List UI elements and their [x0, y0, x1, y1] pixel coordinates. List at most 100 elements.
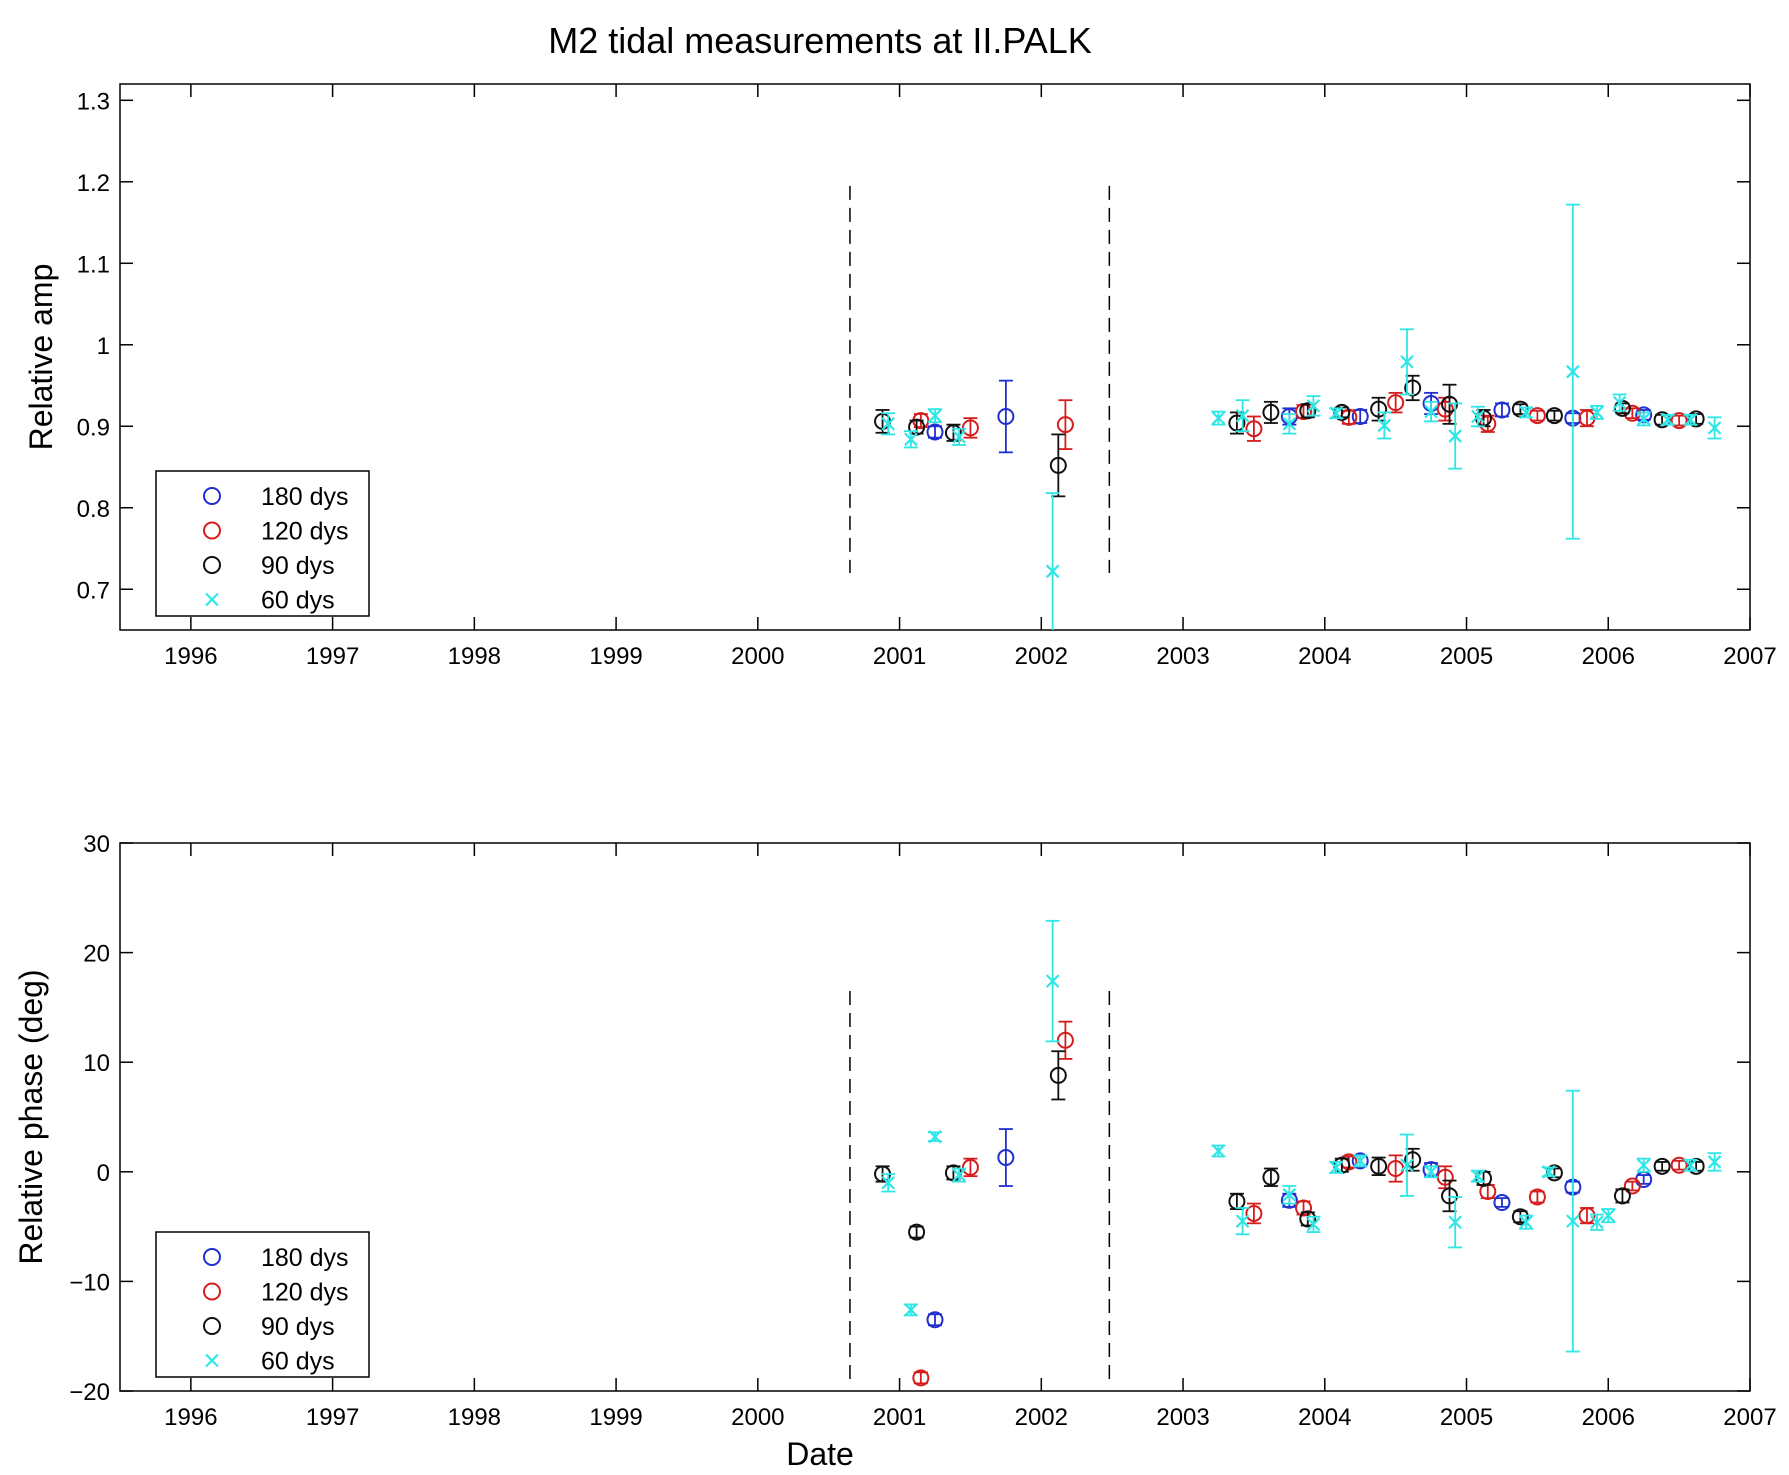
amp-point-circle	[944, 424, 962, 442]
amp-point-x	[928, 408, 942, 423]
phase-point-circle	[1578, 1207, 1596, 1225]
amp-point-x	[881, 417, 896, 431]
phase-point-circle	[1511, 1208, 1529, 1226]
phase-point-x	[1590, 1215, 1604, 1229]
amp-point-circle	[1653, 411, 1671, 429]
chart-title: M2 tidal measurements at II.PALK	[548, 20, 1092, 61]
amp-point-circle	[1545, 407, 1563, 425]
amp-x-tick-label: 2006	[1582, 643, 1635, 670]
amp-point-circle	[1493, 401, 1511, 419]
amp-point-circle	[1049, 456, 1067, 474]
phase-point-circle	[1351, 1152, 1369, 1170]
phase-point-circle	[1295, 1199, 1313, 1217]
phase-x-tick-label: 2007	[1723, 1404, 1776, 1431]
phase-point-x	[1329, 1160, 1343, 1175]
amp-y-tick-label: 1.3	[77, 88, 110, 115]
phase-point-circle	[1528, 1188, 1546, 1206]
phase-point-circle	[1245, 1204, 1263, 1222]
amp-point-circle	[1370, 400, 1388, 418]
phase-y-tick-label: 30	[83, 831, 110, 858]
phase-point-x	[1636, 1158, 1651, 1172]
amp-point-circle	[1262, 403, 1280, 421]
phase-point-x	[1448, 1215, 1462, 1229]
amp-point-circle	[1245, 420, 1263, 438]
amp-legend-label: 120 dys	[261, 518, 349, 546]
phase-legend-marker-circle	[203, 1317, 221, 1335]
phase-y-tick-label: 10	[83, 1050, 110, 1077]
amp-x-tick-label: 2004	[1298, 643, 1351, 670]
amp-legend-marker-circle	[203, 521, 221, 540]
amp-point-x	[1566, 364, 1580, 379]
phase-point-circle	[926, 1311, 944, 1329]
phase-legend: 180 dys 120 dys 90 dys 60 dys	[155, 1231, 370, 1378]
amp-point-x	[1471, 409, 1485, 424]
phase-point-x	[1519, 1215, 1533, 1229]
amp-point-x	[1636, 412, 1651, 426]
amp-data-layer	[874, 203, 1722, 630]
amp-legend-label: 60 dys	[261, 587, 335, 615]
amp-point-x	[1329, 406, 1343, 421]
phase-point-circle	[1613, 1187, 1631, 1205]
amp-point-x	[1235, 408, 1250, 423]
amp-point-x	[1282, 417, 1297, 431]
phase-legend-label: 120 dys	[261, 1279, 349, 1307]
phase-point-x	[904, 1303, 918, 1317]
phase-point-x	[1211, 1144, 1226, 1158]
phase-point-circle	[997, 1149, 1015, 1167]
phase-x-tick-label: 2003	[1156, 1404, 1209, 1431]
amp-y-tick-label: 1.2	[77, 170, 110, 197]
phase-point-circle	[1670, 1156, 1688, 1174]
phase-x-tick-label: 2005	[1440, 1404, 1493, 1431]
amp-point-x	[1424, 404, 1438, 419]
amp-point-x	[904, 432, 918, 447]
amp-legend-label: 90 dys	[261, 552, 335, 580]
phase-x-tick-label: 2006	[1582, 1404, 1635, 1431]
amp-point-circle	[1387, 394, 1405, 412]
amp-point-circle	[1056, 416, 1074, 434]
amp-x-tick-label: 1997	[306, 643, 359, 670]
amp-point-x	[952, 430, 966, 444]
amp-y-tick-label: 0.9	[77, 414, 110, 441]
amp-point-circle	[1436, 400, 1454, 418]
amp-point-x	[1612, 395, 1627, 410]
phase-point-x	[1601, 1208, 1616, 1223]
phase-legend-marker-x	[205, 1353, 219, 1368]
phase-x-tick-label: 1996	[164, 1404, 217, 1431]
phase-point-x	[928, 1129, 942, 1144]
amp-x-tick-label: 2001	[873, 643, 926, 670]
amp-axes-box	[119, 83, 1751, 631]
phase-y-tick-label: 0	[97, 1160, 110, 1187]
amp-point-x	[1306, 399, 1321, 413]
phase-y-tick-label: −20	[69, 1379, 110, 1406]
phase-x-tick-label: 2004	[1298, 1404, 1351, 1431]
phase-legend-label: 60 dys	[261, 1348, 335, 1376]
amp-point-x	[1211, 411, 1226, 425]
amp-point-circle	[1299, 402, 1317, 420]
amp-point-x	[1661, 412, 1675, 427]
phase-axes-box	[119, 842, 1751, 1392]
phase-point-x	[1471, 1169, 1485, 1183]
phase-point-circle	[1370, 1157, 1388, 1175]
amp-point-x	[1400, 355, 1414, 369]
phase-y-tick-label: 20	[83, 941, 110, 968]
phase-panel: 1996 1997 1998 1999 2000 2001 2002 2003 2004 2005…	[13, 831, 1777, 1431]
amp-point-circle	[997, 407, 1015, 425]
amp-legend-marker-circle	[203, 487, 221, 505]
phase-x-tick-label: 2001	[873, 1404, 926, 1431]
phase-point-circle	[1228, 1192, 1246, 1210]
amp-legend-marker-circle	[203, 556, 221, 574]
phase-point-x	[1400, 1158, 1414, 1172]
phase-point-circle	[1049, 1066, 1067, 1084]
amp-point-circle	[1351, 407, 1369, 425]
amp-point-x	[1707, 421, 1722, 435]
amp-x-tick-label: 1996	[164, 643, 217, 670]
amp-point-x	[1045, 564, 1060, 579]
phase-point-circle	[1653, 1157, 1671, 1175]
phase-point-circle	[1623, 1177, 1641, 1195]
phase-point-circle	[912, 1369, 930, 1387]
amp-x-tick-label: 2003	[1156, 643, 1209, 670]
phase-x-tick-label: 1999	[589, 1404, 642, 1431]
x-axis-label: Date	[786, 1436, 854, 1472]
amp-legend: 180 dys 120 dys 90 dys 60 dys	[155, 470, 370, 617]
amp-point-x	[1590, 405, 1604, 420]
